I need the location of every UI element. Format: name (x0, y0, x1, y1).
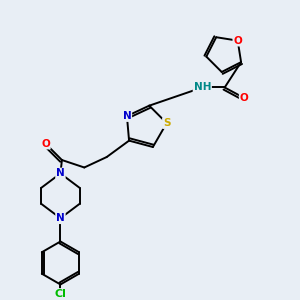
Text: Cl: Cl (55, 289, 66, 299)
Text: O: O (240, 93, 248, 103)
Text: N: N (122, 111, 131, 121)
Text: N: N (56, 169, 65, 178)
Text: NH: NH (194, 82, 211, 92)
Text: S: S (163, 118, 170, 128)
Text: O: O (233, 36, 242, 46)
Text: N: N (56, 213, 65, 223)
Text: O: O (41, 139, 50, 148)
